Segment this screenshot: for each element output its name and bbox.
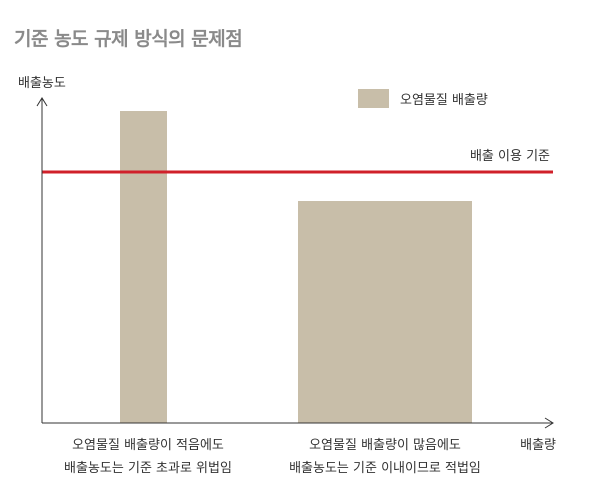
bar-low-emission: [120, 111, 167, 423]
caption-bar2-line1: 오염물질 배출량이 많음에도: [309, 438, 461, 453]
caption-bar1-line2: 배출농도는 기준 초과로 위법임: [64, 461, 232, 476]
legend-label: 오염물질 배출량: [400, 93, 488, 108]
page-title: 기준 농도 규제 방식의 문제점: [14, 28, 243, 50]
threshold-label: 배출 이용 기준: [470, 149, 550, 164]
x-axis-label: 배출량: [520, 438, 556, 453]
legend-swatch: [358, 89, 389, 108]
caption-bar2-line2: 배출농도는 기준 이내이므로 적법임: [289, 461, 481, 476]
x-axis-arrow: [544, 417, 554, 429]
y-axis-label: 배출농도: [18, 76, 66, 91]
caption-bar1-line1: 오염물질 배출량이 적음에도: [72, 438, 224, 453]
bar-high-emission: [298, 201, 472, 423]
y-axis-arrow: [36, 97, 48, 107]
